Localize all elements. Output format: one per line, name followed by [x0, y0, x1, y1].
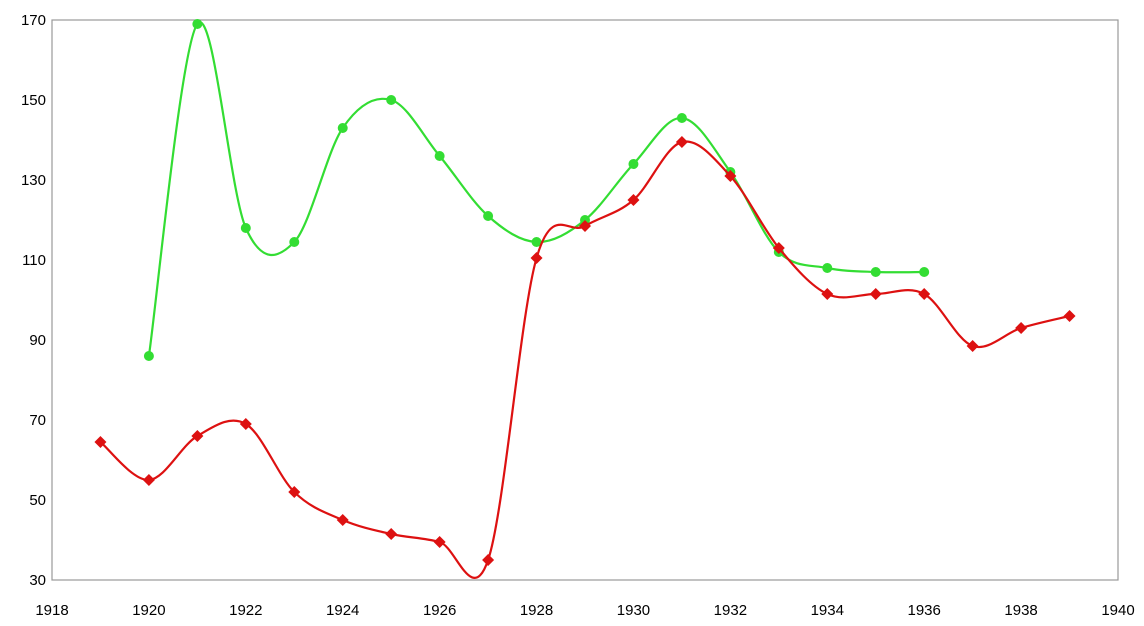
series-2-point	[627, 194, 640, 206]
series-2-point	[336, 514, 349, 526]
series-1-point	[483, 211, 494, 221]
x-axis-ticks: 1918 1920 1922 1924 1926 1928 1930 1932 1934 1936…	[35, 602, 1134, 619]
series-2-point	[772, 242, 785, 254]
series-1-point	[192, 19, 203, 29]
series-2-point	[191, 430, 204, 442]
x-tick-label: 1918	[35, 602, 68, 619]
series-1-point	[434, 151, 445, 161]
series-1-point	[676, 113, 687, 123]
series-2-point	[433, 536, 446, 548]
x-tick-label: 1936	[907, 602, 940, 619]
series-1-point	[822, 263, 833, 273]
series-2-point	[918, 288, 931, 300]
series-1-point	[919, 267, 930, 277]
x-tick-label: 1924	[326, 602, 359, 619]
series-1-point	[289, 237, 300, 247]
series-2-point	[724, 170, 737, 182]
x-tick-label: 1930	[617, 602, 650, 619]
series-1-point	[628, 159, 639, 169]
y-tick-label: 130	[21, 172, 46, 189]
series-1-point	[531, 237, 542, 247]
series-1-point	[870, 267, 881, 277]
series-2-point	[94, 436, 107, 448]
x-tick-label: 1938	[1004, 602, 1037, 619]
series-2-point	[821, 288, 834, 300]
series-2	[94, 136, 1076, 579]
y-tick-label: 50	[29, 492, 46, 509]
y-tick-label: 90	[29, 332, 46, 349]
y-tick-label: 170	[21, 12, 46, 29]
series-2-point	[142, 474, 155, 486]
x-tick-label: 1932	[714, 602, 747, 619]
y-tick-label: 110	[22, 252, 46, 269]
series-2-point	[482, 554, 495, 566]
series-2-line	[99, 140, 1070, 579]
series-2-point	[288, 486, 301, 498]
y-tick-label: 150	[21, 92, 46, 109]
x-tick-label: 1940	[1101, 602, 1134, 619]
x-tick-label: 1928	[520, 602, 553, 619]
series-2-point	[239, 418, 252, 430]
series-1-point	[240, 223, 251, 233]
y-tick-label: 70	[29, 412, 46, 429]
y-axis-ticks: 30 50 70 90 110 130 150 170	[21, 12, 46, 589]
series-layer	[94, 19, 1076, 579]
series-2-point	[675, 136, 688, 148]
x-tick-label: 1934	[811, 602, 844, 619]
series-1-point	[143, 351, 154, 361]
series-2-point	[1015, 322, 1028, 334]
x-tick-label: 1926	[423, 602, 456, 619]
series-2-point	[530, 252, 543, 264]
series-2-point	[579, 220, 591, 232]
series-2-point	[966, 340, 979, 352]
series-2-point	[385, 528, 398, 540]
series-2-point	[1063, 310, 1076, 322]
series-1-point	[386, 95, 397, 105]
series-2-point	[869, 288, 882, 300]
x-tick-label: 1922	[229, 602, 262, 619]
plot-area-frame	[51, 19, 1119, 581]
series-1-point	[337, 123, 348, 133]
x-tick-label: 1920	[132, 602, 165, 619]
y-tick-label: 30	[29, 572, 46, 589]
